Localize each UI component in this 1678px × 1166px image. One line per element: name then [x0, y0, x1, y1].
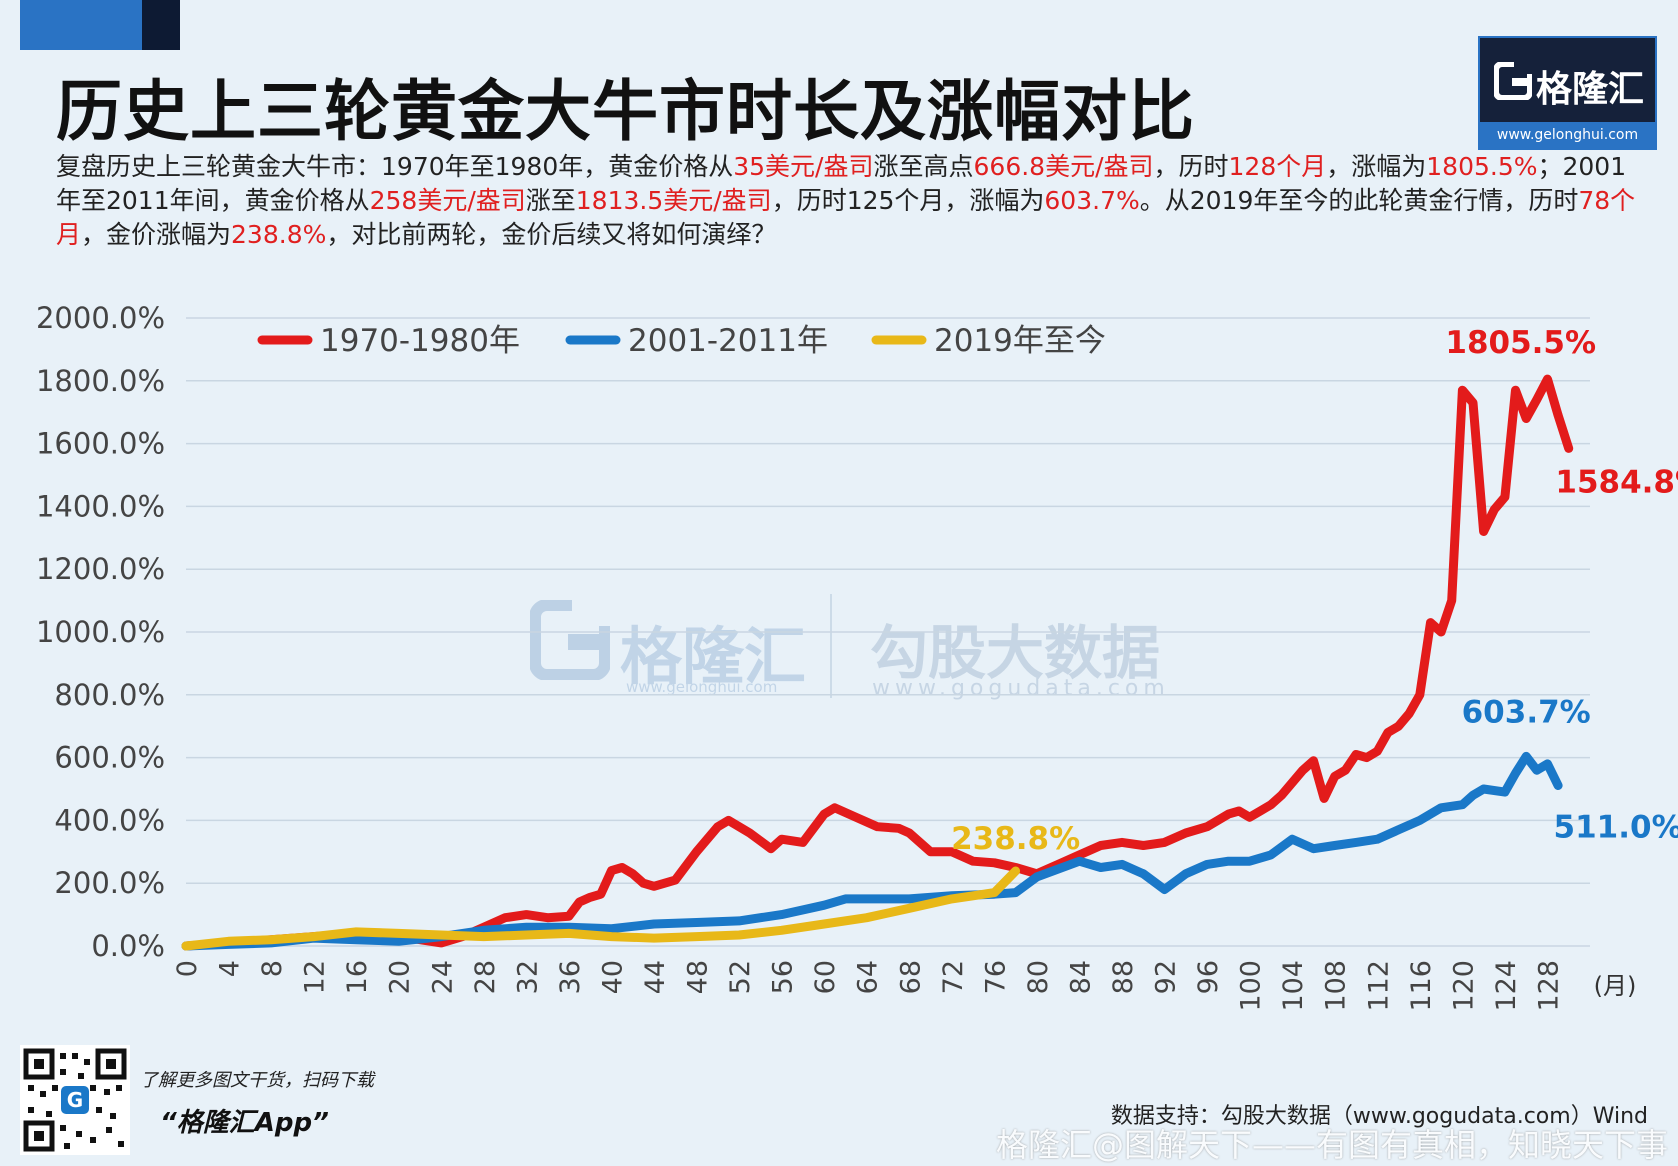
qr-code-graphic: G — [23, 1048, 127, 1152]
y-tick-label: 1800.0% — [36, 364, 165, 398]
x-tick-label: 128 — [1533, 960, 1564, 1012]
page-title: 历史上三轮黄金大牛市时长及涨幅对比 — [56, 73, 1195, 150]
x-tick-label: 32 — [512, 960, 543, 994]
legend-label: 1970-1980年 — [320, 323, 520, 359]
legend-label: 2019年至今 — [934, 323, 1106, 359]
data-label: 1584.8% — [1555, 464, 1678, 500]
description-highlight: 1813.5美元/盎司 — [575, 186, 772, 215]
y-tick-label: 200.0% — [54, 866, 165, 900]
data-label: 238.8% — [951, 821, 1080, 857]
series-line-0 — [181, 374, 1574, 951]
x-tick-label: 24 — [427, 960, 458, 994]
y-tick-label: 2000.0% — [36, 301, 165, 335]
data-label: 1805.5% — [1445, 325, 1596, 361]
x-tick-label: 104 — [1278, 960, 1309, 1012]
watermark-url-1: www.gelonghui.com — [626, 678, 778, 696]
x-tick-label: 20 — [385, 960, 416, 994]
logo-g-icon — [1494, 62, 1532, 100]
x-tick-label: 64 — [853, 960, 884, 994]
x-tick-label: 88 — [1108, 960, 1139, 994]
x-tick-label: 28 — [470, 960, 501, 994]
description-highlight: 666.8美元/盎司 — [973, 152, 1154, 181]
data-label: 511.0% — [1554, 810, 1678, 846]
data-source: 数据支持：勾股大数据（www.gogudata.com）Wind — [1110, 1104, 1648, 1129]
x-tick-label: 52 — [725, 960, 756, 994]
x-tick-label: 100 — [1236, 960, 1267, 1012]
description-highlight: 1805.5% — [1426, 152, 1538, 181]
x-tick-label: 80 — [1023, 960, 1054, 994]
watermark-separator — [830, 594, 832, 698]
series-line-2 — [181, 866, 1021, 951]
x-tick-label: 36 — [555, 960, 586, 994]
description-text: ，历时125个月，涨幅为 — [771, 186, 1045, 215]
x-tick-label: 56 — [768, 960, 799, 994]
y-tick-label: 1400.0% — [36, 489, 165, 523]
watermark-url-2: www.gogudata.com — [872, 676, 1170, 701]
description-text: 涨至 — [525, 186, 576, 215]
footer-watermark: 格隆汇@图解天下——有图有真相，知晓天下事 — [995, 1126, 1668, 1164]
y-tick-label: 1600.0% — [36, 427, 165, 461]
description-highlight: 128个月 — [1228, 152, 1327, 181]
x-tick-label: 68 — [895, 960, 926, 994]
watermark-g-icon — [530, 600, 610, 680]
x-tick-label: 8 — [257, 960, 288, 977]
summary-description: 复盘历史上三轮黄金大牛市：1970年至1980年，黄金价格从35美元/盎司涨至高… — [56, 150, 1636, 252]
x-tick-label: 92 — [1151, 960, 1182, 994]
y-tick-label: 600.0% — [54, 741, 165, 775]
x-tick-label: 76 — [980, 960, 1011, 994]
y-tick-label: 400.0% — [54, 803, 165, 837]
x-axis-unit: (月) — [1594, 972, 1637, 1000]
description-text: ，涨幅为 — [1326, 152, 1427, 181]
description-highlight: 78个月 — [56, 186, 1636, 249]
qr-code: G — [20, 1045, 130, 1155]
y-tick-label: 1000.0% — [36, 615, 165, 649]
description-text: ，对比前两轮，金价后续又将如何演绎？ — [326, 220, 777, 249]
x-tick-label: 16 — [342, 960, 373, 994]
svg-text:G: G — [67, 1088, 83, 1112]
x-tick-label: 72 — [938, 960, 969, 994]
y-tick-label: 1200.0% — [36, 552, 165, 586]
x-tick-label: 4 — [215, 960, 246, 977]
y-tick-label: 0.0% — [91, 929, 165, 963]
description-highlight: 35美元/盎司 — [733, 152, 874, 181]
description-text: ；2001年至2011年间，黄金价格从 — [56, 152, 1627, 215]
x-tick-label: 120 — [1448, 960, 1479, 1012]
x-tick-label: 40 — [597, 960, 628, 994]
description-highlight: 258美元/盎司 — [369, 186, 526, 215]
logo-name: 格隆汇 — [1536, 69, 1645, 110]
line-chart: 0.0% 200.0% 400.0% 600.0% 800.0% 1000.0% 1200.… — [36, 301, 1678, 1012]
logo-url: www.gelonghui.com — [1480, 122, 1655, 148]
description-highlight: 603.7% — [1044, 186, 1140, 215]
watermark-name-2: 勾股大数据 — [870, 619, 1161, 687]
series-line-1 — [181, 751, 1563, 951]
x-tick-label: 48 — [683, 960, 714, 994]
x-tick-label: 44 — [640, 960, 671, 994]
description-highlight: 238.8% — [231, 220, 327, 249]
x-tick-label: 116 — [1406, 960, 1437, 1012]
top-bar-dark-block — [142, 0, 180, 50]
footer-app-name: “格隆汇App” — [160, 1108, 329, 1138]
x-tick-label: 84 — [1065, 960, 1096, 994]
top-bar-blue-block — [20, 0, 142, 50]
x-tick-label: 0 — [172, 960, 203, 977]
footer-tip: 了解更多图文干货，扫码下载 — [140, 1070, 374, 1091]
y-tick-label: 800.0% — [54, 678, 165, 712]
x-tick-label: 60 — [810, 960, 841, 994]
x-tick-label: 112 — [1363, 960, 1394, 1012]
description-text: ，历时 — [1153, 152, 1229, 181]
gelonghui-logo: 格隆汇 www.gelonghui.com — [1478, 36, 1657, 150]
description-text: 涨至高点 — [873, 152, 974, 181]
legend-label: 2001-2011年 — [628, 323, 828, 359]
x-tick-label: 108 — [1321, 960, 1352, 1012]
x-tick-label: 96 — [1193, 960, 1224, 994]
description-text: 。从2019年至今的此轮黄金行情，历时 — [1139, 186, 1579, 215]
x-tick-label: 12 — [300, 960, 331, 994]
data-label: 603.7% — [1462, 694, 1591, 730]
top-color-bar — [20, 0, 180, 50]
description-text: 复盘历史上三轮黄金大牛市：1970年至1980年，黄金价格从 — [56, 152, 734, 181]
description-text: ，金价涨幅为 — [81, 220, 232, 249]
x-tick-label: 124 — [1491, 960, 1522, 1012]
